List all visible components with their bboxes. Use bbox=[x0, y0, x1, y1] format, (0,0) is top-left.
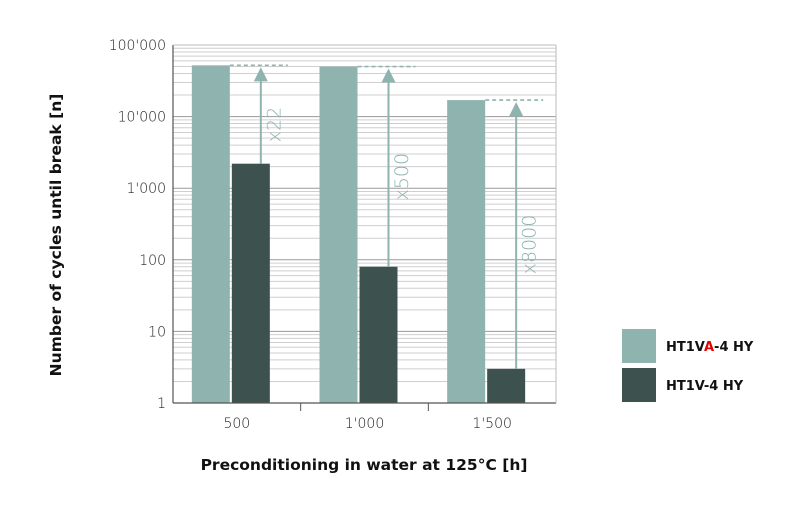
bar-ht1va bbox=[191, 65, 230, 403]
bar-ht1v bbox=[487, 368, 526, 403]
x-tick-label: 1'000 bbox=[345, 416, 384, 432]
annotations: x22 x500 x8000 bbox=[229, 64, 544, 369]
ratio-label: x500 bbox=[391, 153, 413, 201]
ratio-arrowhead bbox=[381, 68, 396, 83]
y-tick-label: 1 bbox=[157, 396, 166, 412]
ratio-label: x22 bbox=[263, 107, 285, 142]
ratio-label: x8000 bbox=[519, 215, 541, 275]
y-tick-label: 10 bbox=[148, 324, 166, 340]
legend-swatch-ht1v bbox=[622, 368, 656, 402]
legend-label-ht1va: HT1VA-4 HY bbox=[666, 340, 754, 355]
bar-ht1v bbox=[359, 266, 398, 403]
x-tick-label: 500 bbox=[223, 416, 250, 432]
x-tick-label: 1'500 bbox=[472, 416, 511, 432]
bar-ht1va bbox=[447, 100, 486, 403]
legend-label-ht1v: HT1V-4 HY bbox=[666, 379, 744, 394]
legend: HT1VA-4 HY HT1V-4 HY bbox=[622, 329, 754, 402]
legend-label-part: -4 HY bbox=[714, 340, 754, 355]
bar-ht1v bbox=[231, 163, 270, 403]
ratio-arrowhead bbox=[253, 67, 268, 82]
bars bbox=[191, 65, 526, 404]
y-axis-title: Number of cycles until break [n] bbox=[47, 94, 65, 377]
x-axis-title: Preconditioning in water at 125°C [h] bbox=[201, 456, 528, 474]
bar-ht1va bbox=[319, 66, 358, 404]
ratio-arrowhead bbox=[509, 102, 524, 117]
legend-swatch-ht1va bbox=[622, 329, 656, 363]
y-tick-label: 100'000 bbox=[109, 38, 166, 54]
tick-labels: 1 10 100 1'000 10'000 100'000 500 1'000 1'500 bbox=[109, 38, 512, 432]
y-tick-label: 1'000 bbox=[127, 181, 166, 197]
axes bbox=[172, 44, 557, 411]
y-tick-label: 100 bbox=[139, 253, 166, 269]
legend-label-highlight: A bbox=[704, 340, 714, 355]
legend-label-part: HT1V bbox=[666, 340, 705, 355]
y-tick-label: 10'000 bbox=[118, 110, 166, 126]
